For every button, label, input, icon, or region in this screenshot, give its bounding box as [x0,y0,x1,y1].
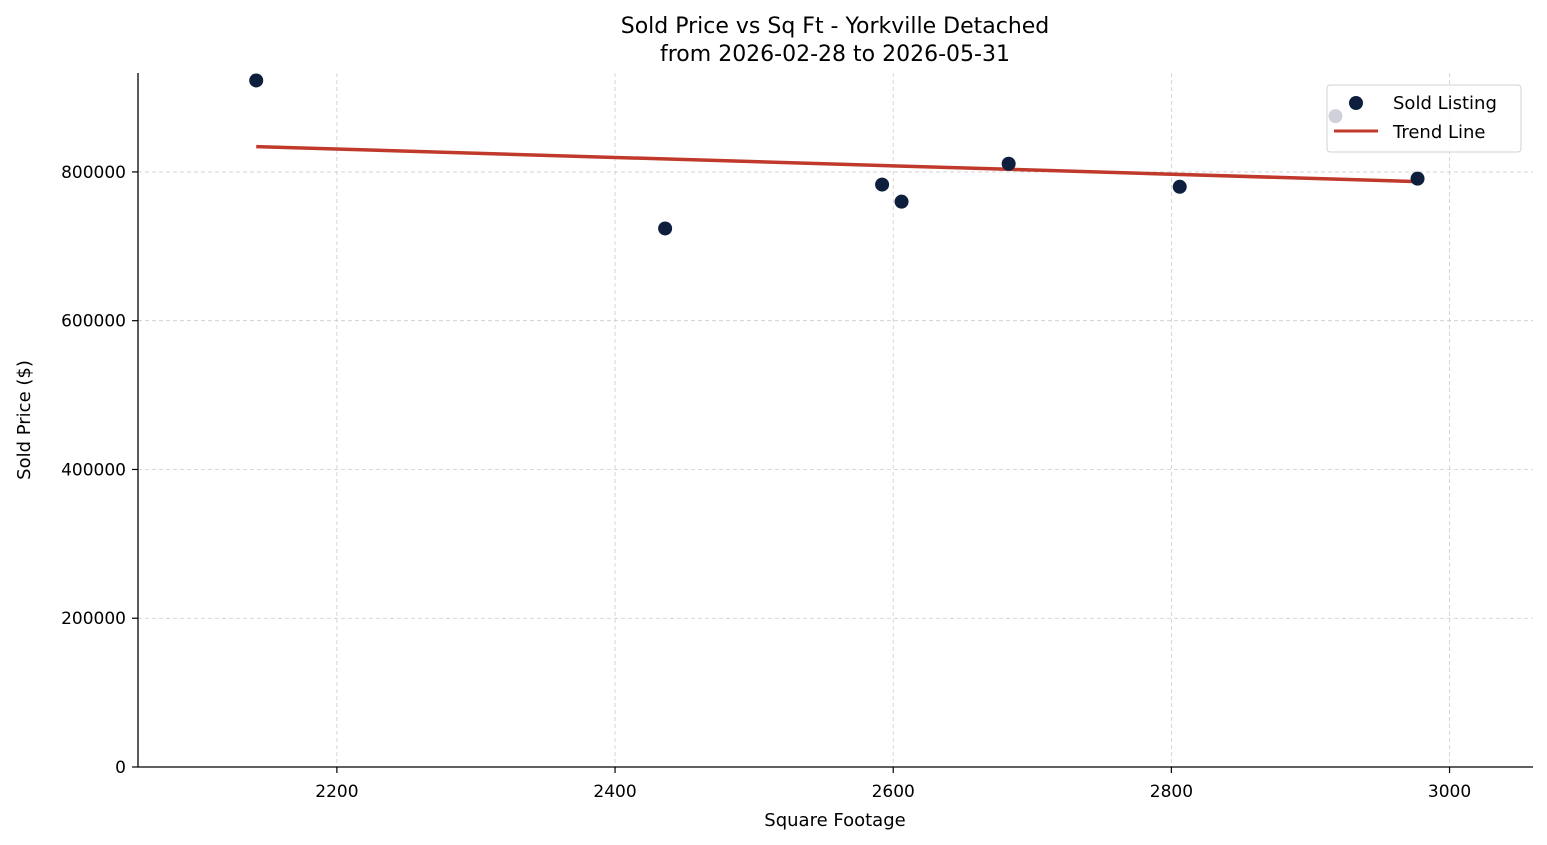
y-tick-label: 0 [115,758,126,778]
x-tick-label: 2600 [872,782,915,802]
data-point [1172,179,1187,194]
y-tick-label: 800000 [61,163,126,183]
legend-box [1326,84,1522,153]
y-tick-label: 200000 [61,609,126,629]
chart-title: Sold Price vs Sq Ft - Yorkville Detached [621,14,1050,39]
x-axis-label: Square Footage [764,810,905,831]
trend-line-layer [256,144,1418,184]
trend-line [256,144,1418,184]
x-tick-label: 2400 [593,782,636,802]
y-tick-label: 600000 [61,312,126,332]
legend-entry-trend-line: Trend Line [1392,122,1486,143]
legend-point-marker [1349,96,1363,110]
y-tick-label: 400000 [61,460,126,480]
data-point [1410,171,1425,186]
data-point [658,221,673,236]
legend: Sold Listing Trend Line [1326,84,1522,153]
ticks: 2200 2400 2600 2800 3000 0 200000 400000 600000 8… [61,163,1471,802]
legend-entry-sold-listing: Sold Listing [1393,93,1497,114]
axes [137,73,1533,768]
x-tick-label: 3000 [1428,782,1471,802]
x-tick-label: 2200 [315,782,358,802]
chart-subtitle: from 2026-02-28 to 2026-05-31 [660,42,1010,67]
data-point [1001,156,1016,171]
data-point [875,177,890,192]
grid [138,73,1533,767]
y-axis-label: Sold Price ($) [14,360,35,480]
data-point [249,73,264,88]
data-point [894,194,909,209]
points-layer [249,73,1425,236]
x-tick-label: 2800 [1150,782,1193,802]
